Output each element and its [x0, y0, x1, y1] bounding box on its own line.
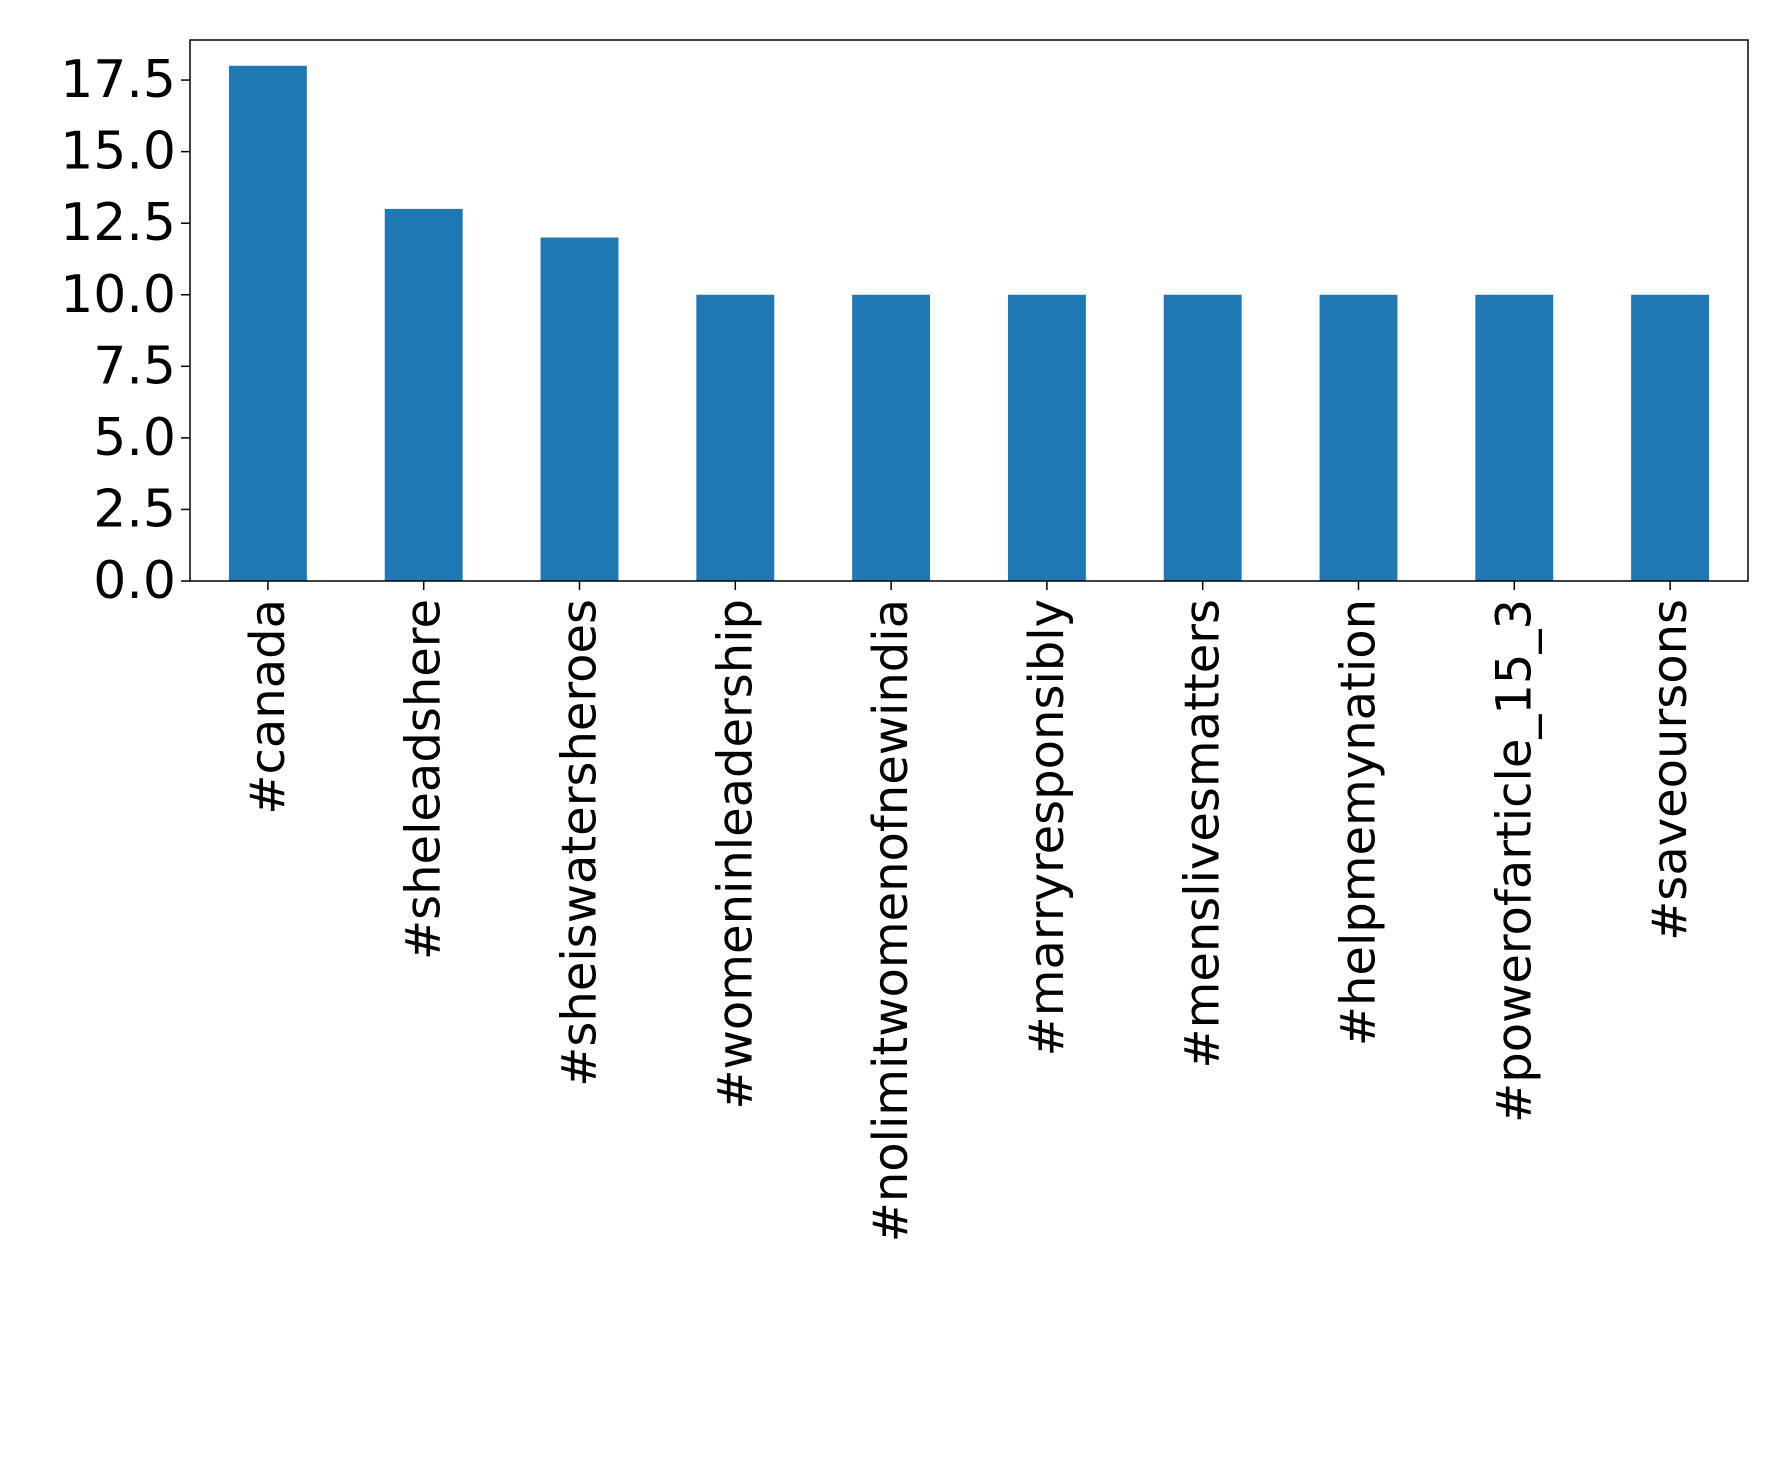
y-tick-label: 0.0 [93, 551, 176, 611]
x-tick-label: #saveoursons [1642, 599, 1698, 941]
y-tick-label: 15.0 [60, 122, 176, 182]
bar-menslivesmatters [1163, 294, 1242, 581]
x-tick-label: #powerofarticle_15_3 [1486, 599, 1542, 1123]
x-tick-label: #sheiswatersheroes [552, 599, 608, 1087]
plot-frame [189, 39, 1749, 582]
x-axis: #canada #sheleadshere #sheiswatersheroes #w… [240, 581, 1698, 1242]
x-tick-label: #womeninleadership [707, 599, 763, 1110]
x-tick-label: #marryresponsibly [1019, 599, 1075, 1056]
x-tick-label: #canada [240, 599, 296, 815]
bar-womeninleadership [696, 294, 775, 581]
bar-saveoursons [1631, 294, 1710, 581]
bar-sheleadshere [384, 208, 463, 581]
y-tick-label: 5.0 [93, 408, 176, 468]
x-tick-label: #helpmemynation [1331, 599, 1387, 1046]
x-tick-label: #menslivesmatters [1175, 599, 1231, 1069]
bar-powerofarticle-15-3 [1475, 294, 1554, 581]
bar-nolimitwomenofnewindia [852, 294, 931, 581]
bar-canada [228, 65, 307, 581]
y-tick-label: 7.5 [93, 336, 176, 396]
y-tick-label: 2.5 [93, 479, 176, 539]
y-tick-label: 17.5 [60, 50, 176, 110]
y-tick-label: 12.5 [60, 193, 176, 253]
y-tick-label: 10.0 [60, 265, 176, 325]
bar-helpmemynation [1319, 294, 1398, 581]
x-tick-label: #nolimitwomenofnewindia [863, 599, 919, 1242]
bar-marryresponsibly [1007, 294, 1086, 581]
x-tick-label: #sheleadshere [396, 599, 452, 960]
bar-sheiswatersheroes [540, 237, 619, 581]
y-axis: 0.0 2.5 5.0 7.5 10.0 12.5 15.0 17.5 [60, 50, 190, 611]
bars-group [228, 65, 1710, 581]
